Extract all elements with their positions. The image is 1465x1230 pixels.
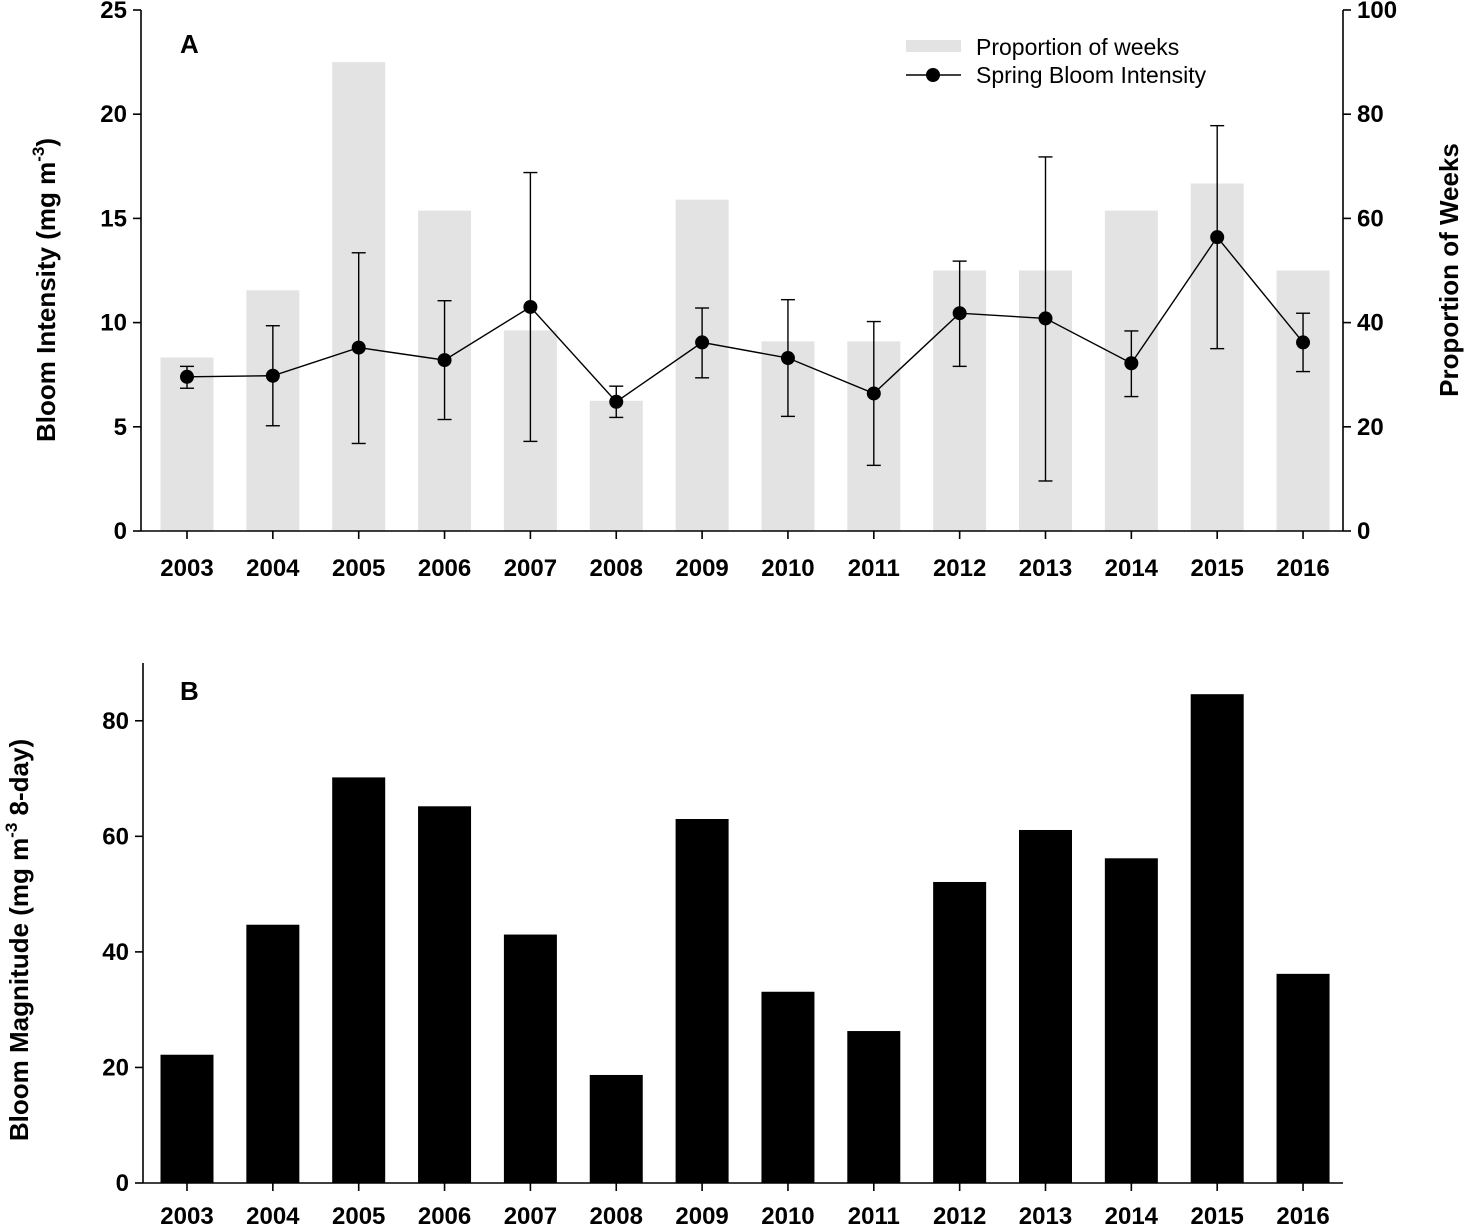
magnitude-bar-2005 [332, 777, 386, 1183]
x-tick-label: 2008 [590, 555, 643, 582]
intensity-point-2005 [351, 340, 366, 355]
right-tick-label: 0 [1357, 518, 1370, 545]
right-tick-label: 20 [1357, 414, 1384, 441]
x-tick-label: 2011 [848, 1203, 900, 1230]
x-tick-label: 2014 [1105, 1203, 1159, 1230]
magnitude-bar-2006 [418, 806, 472, 1183]
panel-a-y-axis-title: Bloom Intensity (mg m-3) [29, 138, 61, 442]
x-tick-label: 2012 [933, 555, 986, 582]
panel-a-y-axis-title-sup: -3 [29, 147, 48, 162]
legend-bar-swatch [906, 40, 961, 52]
left-tick-label: 10 [100, 310, 127, 337]
left-tick-label: 20 [100, 101, 127, 128]
x-tick-label: 2006 [418, 1203, 471, 1230]
bloom-intensity-line [186, 235, 1304, 403]
x-tick-label: 2007 [504, 555, 557, 582]
magnitude-bar-2016 [1276, 973, 1330, 1183]
x-tick-label: 2012 [933, 1203, 986, 1230]
left-tick-label: 0 [116, 1170, 129, 1197]
panel-a-x-ticks: 2003 2004 2005 2006 2007 2008 2009 2010 2011 2012… [160, 531, 1330, 582]
legend-bar-label: Proportion of weeks [976, 34, 1179, 60]
panel-a-right-ticks: 0 20 40 60 80 100 [1343, 0, 1397, 545]
magnitude-bar-2009 [675, 819, 729, 1183]
legend-line-label: Spring Bloom Intensity [976, 62, 1207, 88]
magnitude-bar-2012 [933, 881, 987, 1183]
x-tick-label: 2014 [1105, 555, 1159, 582]
x-tick-label: 2009 [675, 1203, 728, 1230]
left-tick-label: 5 [114, 414, 127, 441]
panel-a-label: A [180, 29, 199, 59]
left-tick-label: 20 [102, 1054, 129, 1081]
proportion-bar-2008 [589, 400, 643, 531]
intensity-point-2015 [1210, 230, 1225, 245]
x-tick-label: 2016 [1276, 555, 1329, 582]
x-tick-label: 2004 [246, 1203, 300, 1230]
intensity-point-2008 [609, 394, 624, 409]
intensity-point-2006 [437, 353, 452, 368]
magnitude-bar-2007 [503, 934, 557, 1183]
intensity-point-2004 [265, 368, 280, 383]
panel-b-label: B [180, 676, 199, 706]
x-tick-label: 2005 [332, 555, 385, 582]
left-tick-label: 25 [100, 0, 127, 24]
intensity-point-2012 [952, 306, 967, 321]
intensity-point-2014 [1124, 356, 1139, 371]
x-tick-label: 2003 [160, 1203, 213, 1230]
right-tick-label: 100 [1357, 0, 1397, 24]
panel-b-x-ticks: 2003 2004 2005 2006 2007 2008 2009 2010 2011 2012… [160, 1183, 1330, 1230]
right-tick-label: 80 [1357, 101, 1384, 128]
intensity-point-2009 [695, 335, 710, 350]
x-tick-label: 2015 [1191, 1203, 1244, 1230]
intensity-point-2003 [180, 369, 194, 384]
panel-a: 0 5 10 15 20 25 0 20 40 60 80 100 2003 2004 2005 2006… [29, 0, 1464, 582]
x-tick-label: 2008 [590, 1203, 643, 1230]
x-tick-label: 2007 [504, 1203, 557, 1230]
intensity-point-2016 [1296, 335, 1311, 350]
right-tick-label: 60 [1357, 205, 1384, 232]
panel-b-left-ticks: 0 20 40 60 80 [102, 708, 143, 1197]
magnitude-bar-2014 [1104, 858, 1158, 1183]
left-tick-label: 60 [102, 823, 129, 850]
panel-b-y-axis-title-sup: -3 [2, 823, 21, 838]
magnitude-bar-2015 [1190, 694, 1244, 1183]
left-tick-label: 0 [114, 518, 127, 545]
x-tick-label: 2004 [246, 555, 300, 582]
x-tick-label: 2016 [1276, 1203, 1329, 1230]
x-tick-label: 2005 [332, 1203, 385, 1230]
x-tick-label: 2013 [1019, 555, 1072, 582]
x-tick-label: 2011 [848, 555, 900, 582]
legend-line-marker [926, 68, 940, 82]
x-tick-label: 2010 [761, 1203, 814, 1230]
x-tick-label: 2013 [1019, 1203, 1072, 1230]
x-tick-label: 2003 [160, 555, 213, 582]
panel-a-left-ticks: 0 5 10 15 20 25 [100, 0, 141, 545]
intensity-point-2013 [1038, 311, 1053, 326]
x-tick-label: 2015 [1191, 555, 1244, 582]
magnitude-bar-2008 [589, 1074, 643, 1183]
panel-a-y2-axis-title: Proportion of Weeks [1434, 143, 1464, 397]
magnitude-bar-2003 [160, 1054, 214, 1183]
left-tick-label: 40 [102, 939, 129, 966]
panel-b-y-axis-title: Bloom Magnitude (mg m-3 8-day) [2, 739, 34, 1141]
magnitude-bar-2013 [1019, 829, 1072, 1183]
proportion-bars [160, 62, 1330, 532]
legend: Proportion of weeks Spring Bloom Intensi… [906, 34, 1207, 88]
x-tick-label: 2010 [761, 555, 814, 582]
magnitude-bars [160, 694, 1330, 1183]
intensity-point-2007 [523, 299, 538, 314]
left-tick-label: 15 [100, 205, 127, 232]
bloom-intensity-points [180, 230, 1311, 409]
intensity-point-2011 [866, 386, 881, 401]
right-tick-label: 40 [1357, 310, 1384, 337]
intensity-point-2010 [780, 351, 795, 366]
x-tick-label: 2006 [418, 555, 471, 582]
magnitude-bar-2011 [847, 1031, 901, 1183]
magnitude-bar-2010 [761, 991, 815, 1183]
x-tick-label: 2009 [675, 555, 728, 582]
proportion-bar-2016 [1276, 270, 1330, 531]
magnitude-bar-2004 [246, 924, 300, 1183]
left-tick-label: 80 [102, 708, 129, 735]
